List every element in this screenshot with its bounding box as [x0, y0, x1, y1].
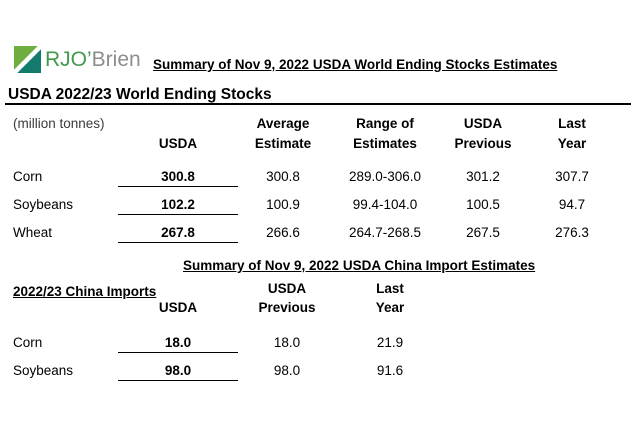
table-row-soybeans: Soybeans 98.0 98.0 91.6	[8, 352, 444, 381]
china-header-row-1: USDA Last	[8, 276, 444, 298]
usda-previous-value: 18.0	[273, 335, 301, 350]
range-value: 99.4-104.0	[352, 197, 418, 212]
world-header-row-2: USDA Estimate Estimates Previous Year	[8, 133, 620, 153]
col-header-avg-line2: Estimate	[254, 136, 312, 151]
usda-value: 98.0	[118, 352, 238, 381]
last-year-value: 307.7	[555, 169, 589, 184]
col-header-usda-line2: USDA	[158, 136, 198, 151]
last-year-value: 276.3	[555, 225, 589, 240]
logo-text-gray: Brien	[91, 48, 141, 71]
col-header-prev-line2: Previous	[454, 136, 512, 151]
world-stocks-section-title: USDA 2022/23 World Ending Stocks	[8, 86, 272, 103]
table-row-soybeans: Soybeans 102.2 100.9 99.4-104.0 100.5 94…	[8, 186, 620, 215]
table-row-corn: Corn 18.0 18.0 21.9	[8, 324, 444, 353]
avg-estimate-value: 100.9	[266, 197, 300, 212]
last-year-value: 94.7	[558, 197, 586, 212]
usda-previous-value: 98.0	[273, 363, 301, 378]
logo-text-green: RJO’	[45, 48, 92, 71]
china-imports-section-title: 2022/23 China Imports	[13, 284, 157, 299]
col-header-last-line2: Year	[375, 300, 405, 315]
commodity-label: Soybeans	[13, 363, 74, 378]
section-divider-rule	[5, 103, 631, 105]
world-header-row-1: (million tonnes) Average Range of USDA L…	[8, 112, 620, 133]
rjobrien-logo-icon	[14, 46, 41, 73]
avg-estimate-value: 300.8	[266, 169, 300, 184]
usda-value: 102.2	[118, 186, 238, 215]
col-header-last-line1: Last	[558, 116, 586, 131]
col-header-avg-line1: Average	[256, 116, 310, 131]
table-row-wheat: Wheat 267.8 266.6 264.7-268.5 267.5 276.…	[8, 214, 620, 243]
world-ending-stocks-table: (million tonnes) Average Range of USDA L…	[8, 112, 620, 243]
col-header-usda-line2: USDA	[158, 300, 198, 315]
usda-previous-value: 301.2	[466, 169, 500, 184]
range-value: 289.0-306.0	[348, 169, 422, 184]
usda-value: 300.8	[118, 158, 238, 187]
col-header-prev-line1: USDA	[267, 281, 307, 296]
col-header-last-line1: Last	[376, 281, 404, 296]
col-header-last-line2: Year	[557, 136, 587, 151]
col-header-prev-line2: Previous	[258, 300, 316, 315]
world-summary-title: Summary of Nov 9, 2022 USDA World Ending…	[153, 57, 558, 72]
last-year-value: 21.9	[376, 335, 404, 350]
usda-previous-value: 267.5	[466, 225, 500, 240]
avg-estimate-value: 266.6	[266, 225, 300, 240]
spacer-row	[8, 317, 444, 324]
col-header-prev-line1: USDA	[463, 116, 503, 131]
last-year-value: 91.6	[376, 363, 404, 378]
commodity-label: Corn	[13, 335, 43, 350]
commodity-label: Wheat	[13, 225, 53, 240]
usda-value: 267.8	[118, 214, 238, 243]
rjobrien-logo: RJO’Brien	[14, 46, 141, 73]
commodity-label: Corn	[13, 169, 43, 184]
usda-value: 18.0	[118, 324, 238, 353]
range-value: 264.7-268.5	[348, 225, 422, 240]
col-header-range-line1: Range of	[356, 116, 414, 131]
china-summary-title: Summary of Nov 9, 2022 USDA China Import…	[183, 258, 536, 273]
usda-previous-value: 100.5	[466, 197, 500, 212]
commodity-label: Soybeans	[13, 197, 74, 212]
col-header-usda-line1	[118, 112, 238, 133]
logo-wordmark: RJO’Brien	[45, 46, 141, 73]
col-header-range-line2: Estimates	[353, 136, 417, 151]
china-imports-table: USDA Last USDA Previous Year Corn 18.0 1…	[8, 276, 444, 381]
table-row-corn: Corn 300.8 300.8 289.0-306.0 301.2 307.7	[8, 158, 620, 187]
unit-note: (million tonnes)	[13, 116, 105, 131]
col-header-usda-line1	[118, 276, 238, 298]
china-header-row-2: USDA Previous Year	[8, 298, 444, 317]
